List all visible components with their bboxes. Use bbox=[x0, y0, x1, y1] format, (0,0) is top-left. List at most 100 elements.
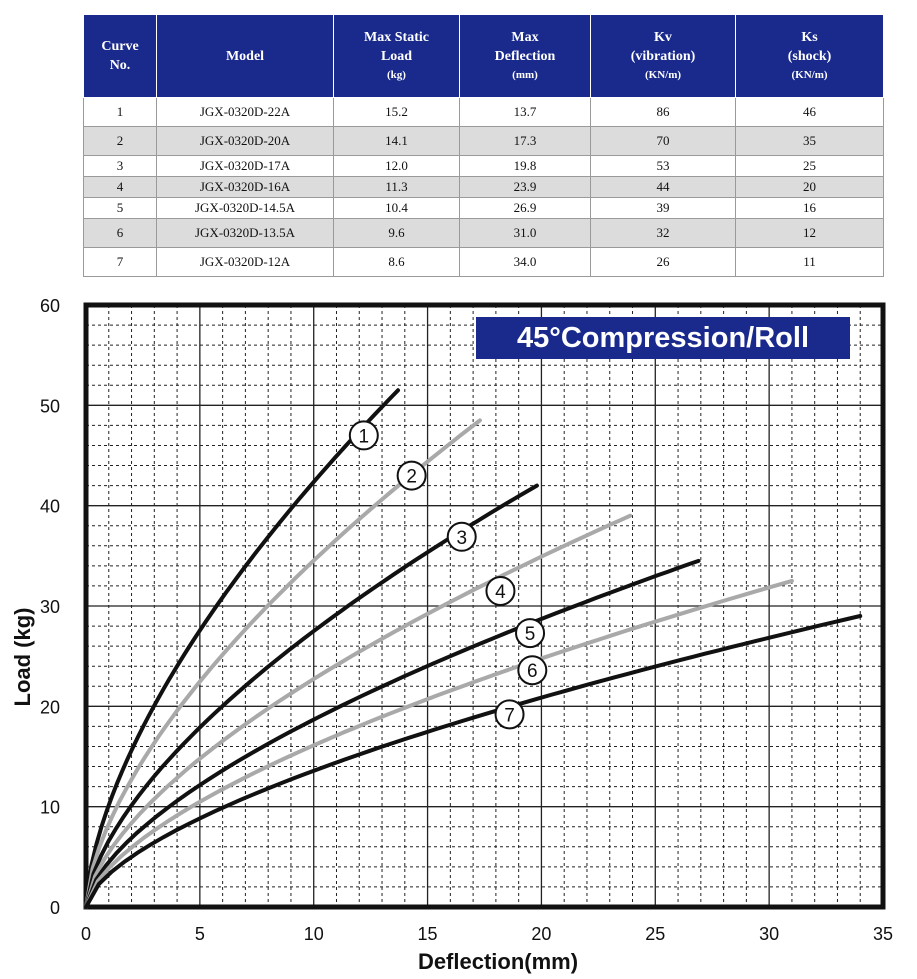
series-line-1 bbox=[84, 388, 400, 909]
spec-table: Curve No. Model Max Static Load (kg) Max Deflec… bbox=[83, 14, 884, 277]
table-row: 4 JGX-0320D-16A 11.3 23.9 44 20 bbox=[83, 176, 884, 198]
table-cell: JGX-0320D-14.5A bbox=[156, 197, 334, 219]
x-tick-label: 35 bbox=[873, 924, 893, 944]
table-cell: JGX-0320D-16A bbox=[156, 176, 334, 198]
curve-label-4: 4 bbox=[495, 582, 506, 603]
table-row: 2 JGX-0320D-20A 14.1 17.3 70 35 bbox=[83, 126, 884, 156]
table-cell: 16 bbox=[735, 197, 884, 219]
table-cell: JGX-0320D-20A bbox=[156, 126, 334, 156]
y-tick-label: 50 bbox=[40, 396, 60, 416]
column-unit: (mm) bbox=[512, 68, 538, 81]
table-cell: 2 bbox=[83, 126, 157, 156]
table-cell: 7 bbox=[83, 247, 157, 277]
x-tick-label: 20 bbox=[531, 924, 551, 944]
column-header-line: Model bbox=[225, 48, 265, 64]
column-header: Kv (vibration) (KN/m) bbox=[590, 14, 736, 98]
table-cell: 6 bbox=[83, 218, 157, 248]
curve-label-marker bbox=[494, 699, 525, 730]
table-cell: 31.0 bbox=[459, 218, 591, 248]
table-row: 7 JGX-0320D-12A 8.6 34.0 26 11 bbox=[83, 247, 884, 277]
table-cell: 11.3 bbox=[333, 176, 460, 198]
table-cell: 25 bbox=[735, 155, 884, 177]
table-cell: JGX-0320D-22A bbox=[156, 97, 334, 127]
table-cell: 44 bbox=[590, 176, 736, 198]
plot-frame bbox=[83, 302, 886, 910]
curve-label-marker bbox=[517, 655, 548, 686]
table-row: 3 JGX-0320D-17A 12.0 19.8 53 25 bbox=[83, 155, 884, 177]
column-header-line: (shock) bbox=[787, 48, 832, 64]
column-header: Max Static Load (kg) bbox=[333, 14, 460, 98]
title-box bbox=[476, 317, 850, 359]
table-cell: 35 bbox=[735, 126, 884, 156]
column-header-line: Max bbox=[511, 29, 539, 45]
table-cell: 23.9 bbox=[459, 176, 591, 198]
table-row: 6 JGX-0320D-13.5A 9.6 31.0 32 12 bbox=[83, 218, 884, 248]
curve-label-marker bbox=[515, 618, 546, 649]
series-line-7 bbox=[84, 614, 863, 909]
series-line-5 bbox=[84, 558, 701, 909]
table-cell: 3 bbox=[83, 155, 157, 177]
table-cell: 15.2 bbox=[333, 97, 460, 127]
column-header: Ks (shock) (KN/m) bbox=[735, 14, 884, 98]
table-cell: 20 bbox=[735, 176, 884, 198]
table-cell: 14.1 bbox=[333, 126, 460, 156]
curve-label-2: 2 bbox=[406, 467, 417, 488]
column-header-line: Max Static bbox=[364, 29, 429, 45]
curve-label-1: 1 bbox=[359, 426, 370, 447]
table-cell: 32 bbox=[590, 218, 736, 248]
series-line-4 bbox=[84, 513, 633, 909]
curve-label-6: 6 bbox=[527, 661, 538, 682]
column-header-line: Deflection bbox=[494, 48, 556, 64]
curve-label-5: 5 bbox=[525, 624, 536, 645]
table-cell: 26 bbox=[590, 247, 736, 277]
column-header-line: Ks bbox=[801, 29, 818, 45]
table-cell: 86 bbox=[590, 97, 736, 127]
table-cell: JGX-0320D-17A bbox=[156, 155, 334, 177]
x-tick-label: 30 bbox=[759, 924, 779, 944]
column-header-line: Kv bbox=[654, 29, 672, 45]
x-tick-label: 5 bbox=[195, 924, 205, 944]
y-axis-label: Load (kg) bbox=[10, 608, 35, 707]
table-cell: 9.6 bbox=[333, 218, 460, 248]
table-cell: 12.0 bbox=[333, 155, 460, 177]
table-body: 1 JGX-0320D-22A 15.2 13.7 86 46 2 JGX-0320D-20A… bbox=[83, 97, 884, 277]
series-line-6 bbox=[84, 578, 794, 909]
curve-label-3: 3 bbox=[456, 528, 467, 549]
table-cell: JGX-0320D-12A bbox=[156, 247, 334, 277]
table-cell: 13.7 bbox=[459, 97, 591, 127]
grid bbox=[85, 304, 884, 908]
column-header-line: Curve bbox=[101, 39, 139, 54]
chart-title: 45°Compression/Roll bbox=[517, 322, 809, 354]
table-row: 1 JGX-0320D-22A 15.2 13.7 86 46 bbox=[83, 97, 884, 127]
y-tick-label: 20 bbox=[40, 697, 60, 717]
table-cell: 19.8 bbox=[459, 155, 591, 177]
table-cell: 5 bbox=[83, 197, 157, 219]
column-unit: (KN/m) bbox=[644, 68, 682, 81]
table-cell: 53 bbox=[590, 155, 736, 177]
table-cell: 10.4 bbox=[333, 197, 460, 219]
table-cell: 39 bbox=[590, 197, 736, 219]
curve-label-marker bbox=[485, 575, 516, 606]
x-tick-label: 15 bbox=[418, 924, 438, 944]
column-header: Model bbox=[156, 14, 334, 98]
curve-label-marker bbox=[348, 420, 379, 451]
table-header-row: Curve No. Model Max Static Load (kg) Max Deflec… bbox=[83, 14, 884, 98]
x-tick-label: 10 bbox=[304, 924, 324, 944]
column-unit: (kg) bbox=[387, 68, 406, 81]
column-header: Curve No. bbox=[83, 14, 157, 98]
table-cell: 12 bbox=[735, 218, 884, 248]
table-cell: 26.9 bbox=[459, 197, 591, 219]
y-tick-label: 60 bbox=[40, 296, 60, 316]
curve-label-marker bbox=[446, 521, 477, 552]
table-cell: 8.6 bbox=[333, 247, 460, 277]
table-cell: 46 bbox=[735, 97, 884, 127]
table-cell: 34.0 bbox=[459, 247, 591, 277]
y-tick-label: 10 bbox=[40, 798, 60, 818]
y-tick-label: 0 bbox=[50, 898, 60, 918]
column-header: Max Deflection (mm) bbox=[459, 14, 591, 98]
table-cell: 70 bbox=[590, 126, 736, 156]
table-cell: 4 bbox=[83, 176, 157, 198]
table-cell: 1 bbox=[83, 97, 157, 127]
x-tick-label: 0 bbox=[81, 924, 91, 944]
